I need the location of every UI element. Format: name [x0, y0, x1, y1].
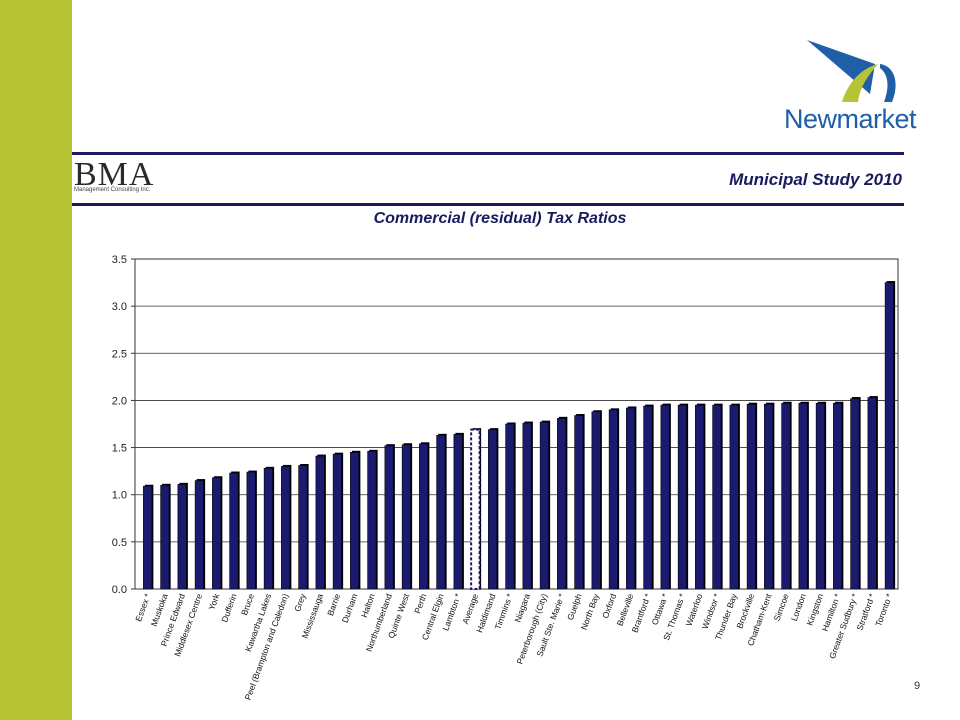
bar: [384, 445, 394, 590]
bar: [764, 403, 774, 590]
bar: [246, 471, 256, 590]
bar: [298, 465, 308, 590]
bar: [729, 404, 739, 590]
bar: [660, 404, 670, 590]
bar: [574, 415, 584, 590]
bar: [143, 485, 153, 590]
bar: [505, 423, 515, 590]
bar: [212, 477, 222, 590]
y-tick-label: 1.5: [112, 443, 127, 455]
bar: [626, 407, 636, 590]
y-tick-label: 3.0: [112, 301, 127, 313]
x-category-label: Halton: [359, 592, 377, 619]
bar: [643, 405, 653, 590]
x-category-label: Oxford: [600, 592, 618, 620]
bar: [263, 468, 273, 590]
x-category-label: London: [789, 592, 808, 622]
bar: [419, 443, 429, 590]
bar: [229, 472, 239, 590]
y-tick-label: 2.0: [112, 395, 127, 407]
bar: [608, 409, 618, 590]
x-category-label: Dufferin: [219, 592, 239, 623]
x-category-label: Bruce: [239, 592, 256, 617]
bar: [160, 484, 170, 590]
newmarket-logo: Newmarket: [770, 36, 930, 140]
bar: [677, 404, 687, 590]
y-tick-label: 0.5: [112, 537, 127, 549]
study-title: Municipal Study 2010: [729, 170, 902, 189]
bar: [522, 422, 532, 590]
x-category-label: Essex *: [133, 592, 152, 623]
x-category-label: Guelph: [565, 592, 584, 621]
bar: [712, 404, 722, 590]
bar: [177, 484, 187, 590]
bar: [695, 404, 705, 590]
x-category-label: York: [206, 592, 221, 612]
bar: [591, 411, 601, 590]
bar: [401, 444, 411, 590]
bar: [350, 451, 360, 590]
bar: [557, 418, 567, 590]
bar: [367, 451, 377, 590]
x-category-label: Durham: [340, 592, 360, 624]
page-number: 9: [914, 680, 921, 692]
bar: [884, 282, 894, 590]
x-category-label: Grey: [292, 592, 308, 613]
chart-title: Commercial (residual) Tax Ratios: [373, 210, 627, 227]
bar: [833, 402, 843, 590]
side-accent-bar: [0, 0, 72, 720]
x-category-label: Perth: [412, 592, 428, 615]
newmarket-wordmark: Newmarket: [783, 104, 917, 134]
bar: [281, 466, 291, 590]
header-rule-top: [72, 152, 904, 155]
bma-logo-subtitle: Management Consulting Inc.: [74, 187, 151, 193]
bar: [867, 397, 877, 590]
x-category-label: Simcoe: [772, 592, 791, 622]
y-tick-label: 2.5: [112, 348, 127, 360]
bar: [194, 480, 204, 590]
bar: [850, 398, 860, 590]
bar: [453, 434, 463, 590]
newmarket-logo-icon: [807, 40, 896, 102]
bma-logo: BMA: [74, 156, 155, 193]
y-tick-label: 3.5: [112, 254, 127, 266]
bar: [470, 428, 481, 590]
bar: [488, 429, 498, 590]
bar: [315, 455, 325, 590]
header-rule-bottom: [72, 203, 904, 206]
y-tick-label: 1.0: [112, 490, 127, 502]
x-category-label: Barrie: [325, 592, 342, 617]
bar: [798, 402, 808, 590]
bar: [781, 402, 791, 590]
bar: [539, 421, 549, 590]
bar: [436, 435, 446, 590]
y-tick-label: 0.0: [112, 584, 127, 596]
bar: [332, 453, 342, 590]
bar: [815, 402, 825, 590]
bar: [746, 403, 756, 590]
